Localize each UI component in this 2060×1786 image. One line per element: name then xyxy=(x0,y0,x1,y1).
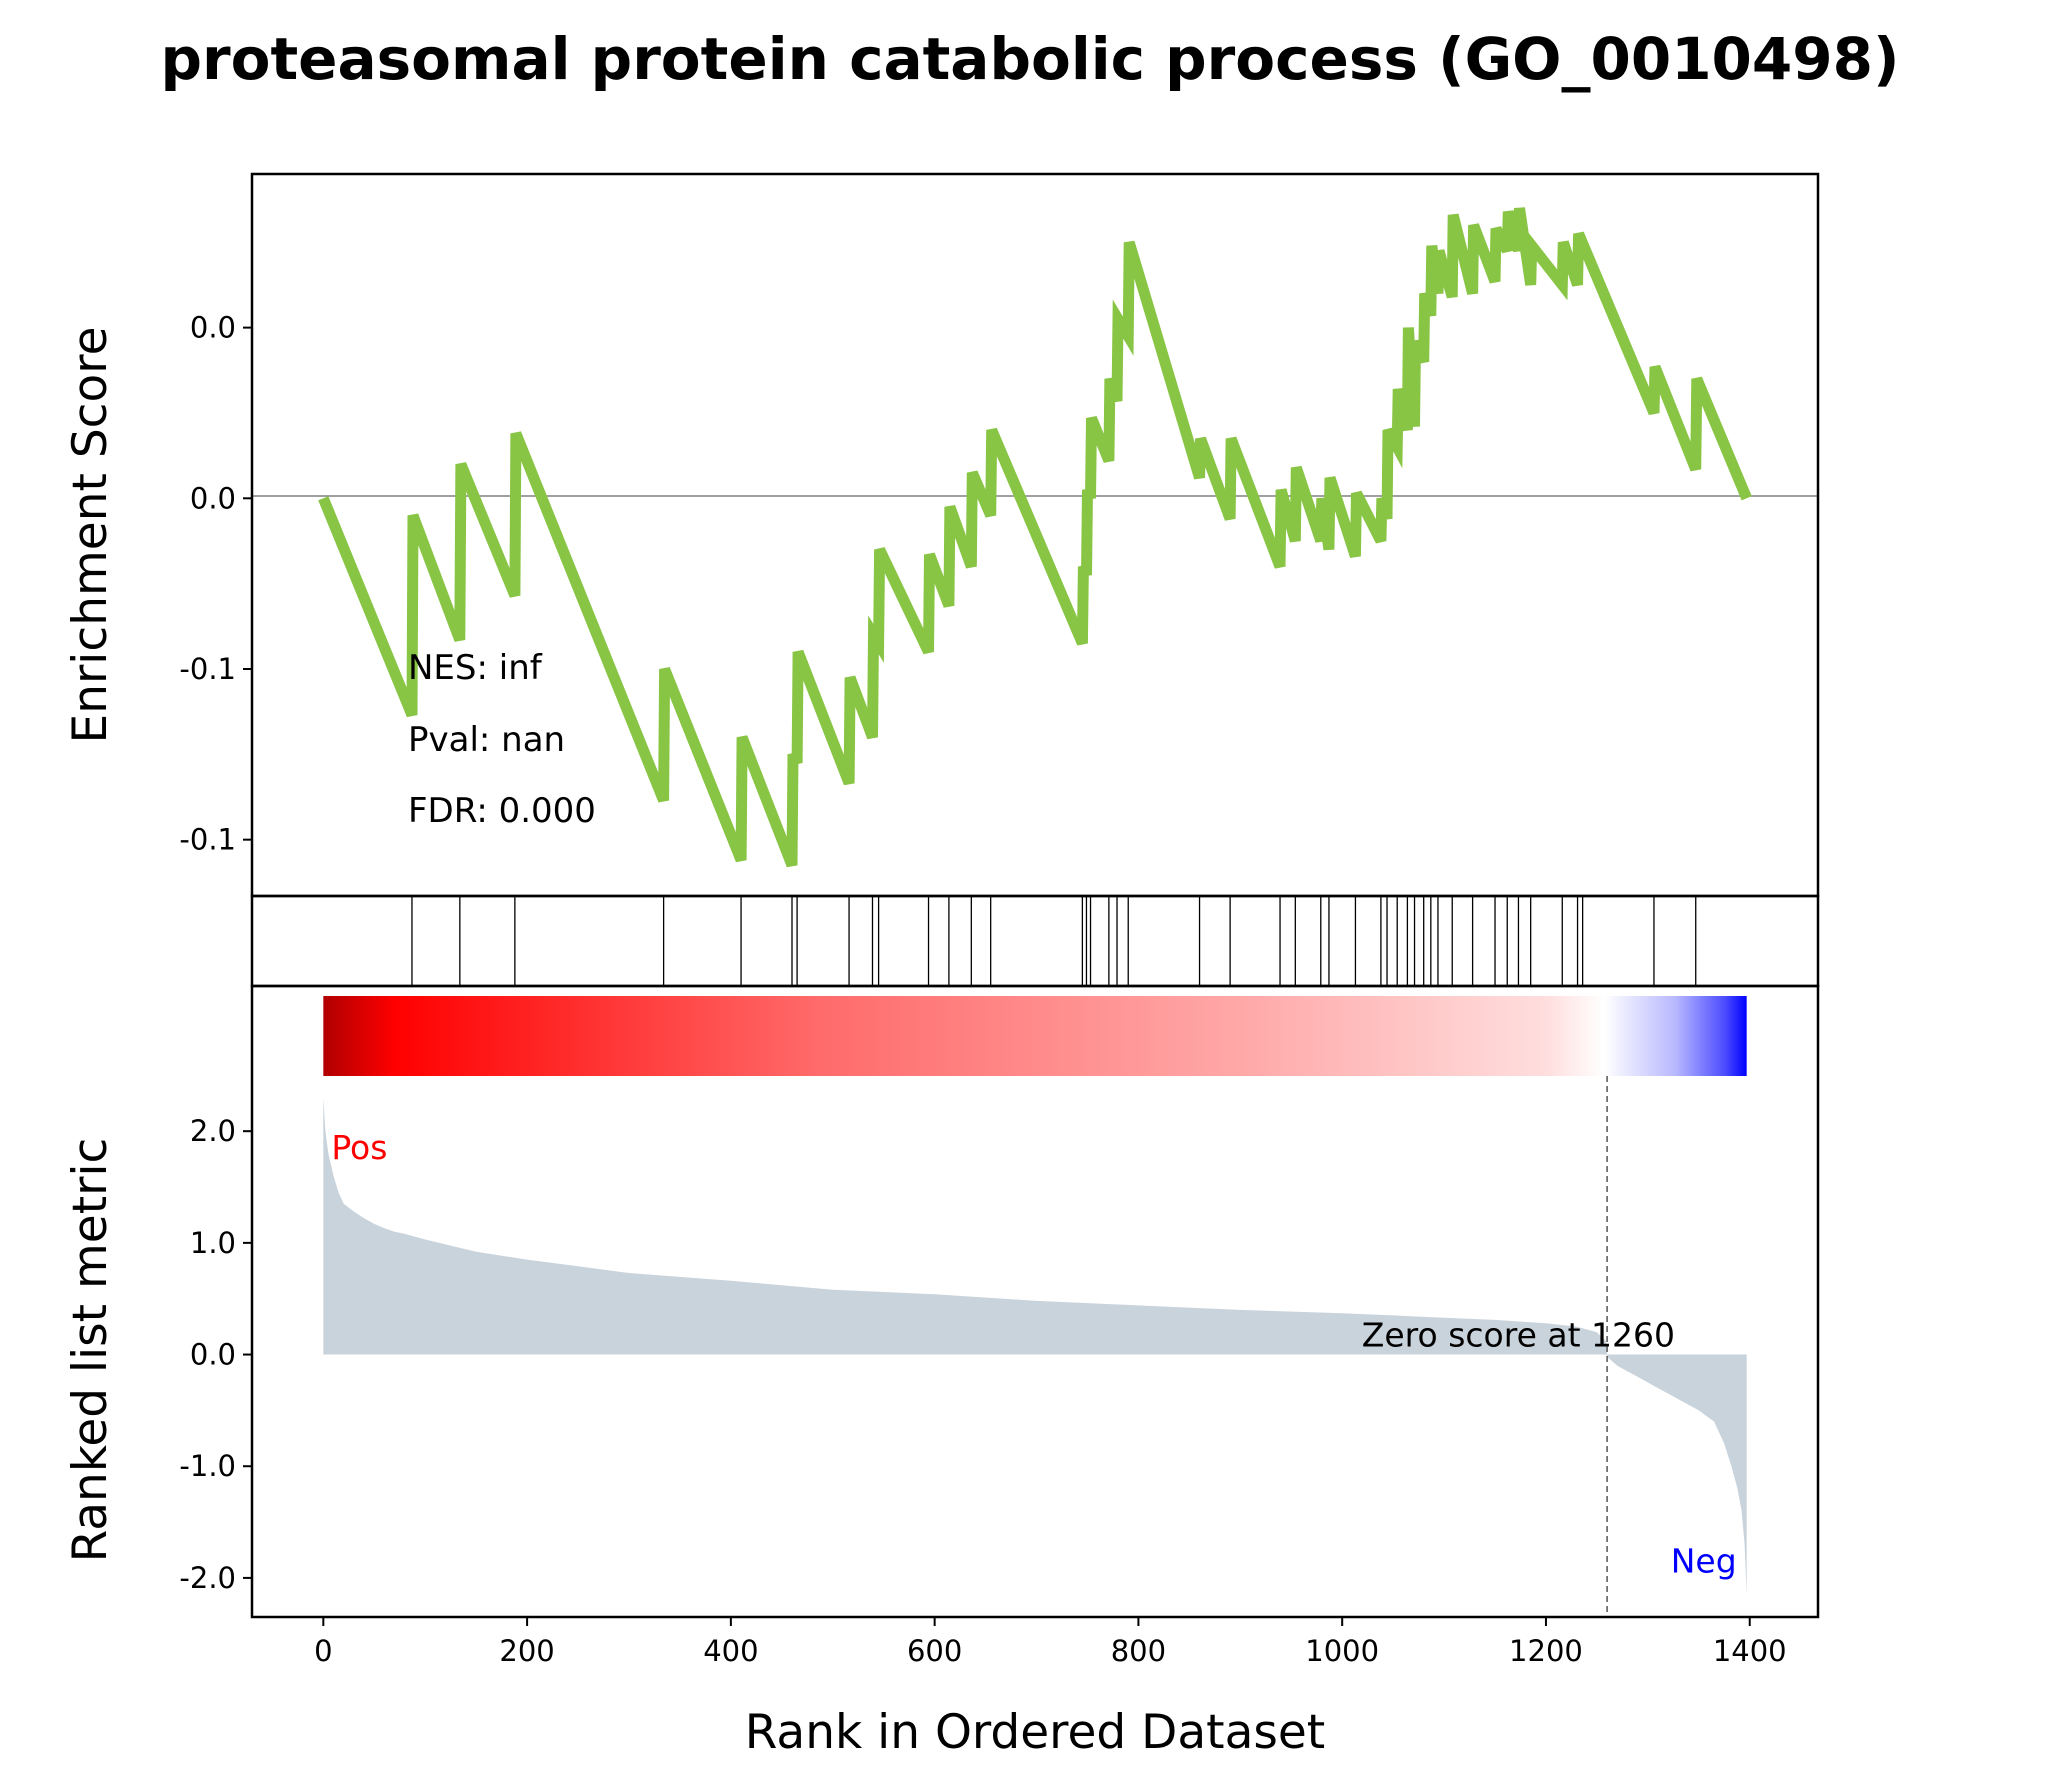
hit-lines xyxy=(411,896,1697,986)
ranked-y-tick-label: 0.0 xyxy=(190,1338,236,1372)
x-tick-label: 1400 xyxy=(1713,1634,1787,1668)
enrichment-score-line xyxy=(318,207,1752,868)
x-tick-label: 0 xyxy=(314,1634,332,1668)
ranked-y-tick-label: -2.0 xyxy=(179,1561,236,1595)
zero-score-annotation: Zero score at 1260 xyxy=(1362,1316,1675,1355)
es-y-tick-label: -0.1 xyxy=(179,652,236,686)
es-y-tick-label: -0.1 xyxy=(179,823,236,857)
hits-panel xyxy=(250,894,1820,988)
neg-label: Neg xyxy=(1671,1541,1737,1580)
enrichment-panel: 0.0 0.0 -0.1 -0.1 NES: inf Pval: nan FDR: 0… xyxy=(179,172,1820,898)
ranked-y-tick-label: 1.0 xyxy=(190,1226,236,1260)
es-y-tick-label: 0.0 xyxy=(190,481,236,515)
nes-stat: NES: inf xyxy=(408,648,543,688)
x-tick-label: 1200 xyxy=(1509,1634,1583,1668)
x-axis-label: Rank in Ordered Dataset xyxy=(745,1705,1325,1760)
x-tick-label: 800 xyxy=(1111,1634,1166,1668)
ranked-y-axis-label: Ranked list metric xyxy=(63,1138,118,1563)
pval-stat: Pval: nan xyxy=(408,720,565,760)
x-tick-label: 400 xyxy=(703,1634,758,1668)
es-y-tick-label: 0.0 xyxy=(190,311,236,345)
es-y-ticks: 0.0 0.0 -0.1 -0.1 xyxy=(179,311,252,857)
pos-label: Pos xyxy=(331,1128,387,1167)
x-tick-label: 600 xyxy=(907,1634,962,1668)
ranked-y-tick-label: 2.0 xyxy=(190,1114,236,1148)
fdr-stat: FDR: 0.000 xyxy=(408,791,596,831)
ranked-x-ticks: 0 200 400 600 800 1000 1200 1400 xyxy=(314,1617,1787,1668)
x-tick-label: 1000 xyxy=(1305,1634,1379,1668)
chart-title: proteasomal protein catabolic process (G… xyxy=(160,25,1899,93)
ranked-panel: Zero score at 1260 Pos Neg 2.0 1.0 0.0 -1.0… xyxy=(179,984,1820,1668)
ranked-frame xyxy=(250,984,1820,1619)
rank-color-gradient xyxy=(323,996,1747,1076)
ranked-y-ticks: 2.0 1.0 0.0 -1.0 -2.0 xyxy=(179,1114,252,1595)
ranked-y-tick-label: -1.0 xyxy=(179,1449,236,1483)
ranked-metric-area xyxy=(323,1097,1747,1595)
es-y-axis-label: Enrichment Score xyxy=(63,327,118,744)
x-tick-label: 200 xyxy=(499,1634,554,1668)
